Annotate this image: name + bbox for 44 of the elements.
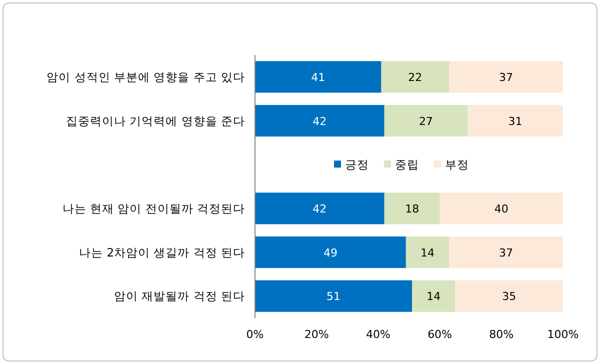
data-label: 31 bbox=[508, 114, 522, 128]
bar bbox=[255, 236, 406, 268]
legend-label: 긍정 bbox=[345, 158, 369, 172]
bar bbox=[255, 192, 384, 224]
bar bbox=[440, 192, 563, 224]
x-tick-label: 0% bbox=[246, 328, 264, 341]
data-label: 42 bbox=[312, 202, 327, 216]
data-label: 37 bbox=[499, 246, 514, 260]
data-label: 18 bbox=[405, 202, 420, 216]
data-label: 37 bbox=[499, 70, 514, 84]
data-label: 41 bbox=[311, 70, 326, 84]
bar bbox=[381, 61, 450, 93]
x-tick-label: 100% bbox=[547, 328, 579, 341]
y-tick-label: 나는 현재 암이 전이될까 걱정된다 bbox=[62, 201, 245, 216]
bar bbox=[412, 280, 456, 312]
data-label: 40 bbox=[494, 202, 508, 216]
bar bbox=[255, 61, 382, 93]
bar bbox=[468, 104, 563, 137]
bar bbox=[255, 280, 412, 312]
data-label: 27 bbox=[418, 114, 433, 128]
x-tick-label: 60% bbox=[428, 328, 452, 341]
bar bbox=[384, 104, 468, 137]
y-tick-label: 나는 2차암이 생길까 걱정 된다 bbox=[79, 245, 245, 260]
x-tick-label: 80% bbox=[489, 328, 514, 341]
bar bbox=[384, 192, 440, 224]
bar bbox=[449, 61, 563, 93]
data-label: 14 bbox=[426, 290, 441, 304]
bar bbox=[455, 280, 563, 312]
y-tick-label: 암이 재발될까 걱정 된다 bbox=[114, 289, 245, 304]
x-tick-label: 20% bbox=[304, 328, 329, 341]
data-label: 14 bbox=[420, 246, 434, 260]
y-tick-label: 집중력이나 기억력에 영향을 준다 bbox=[66, 114, 245, 128]
bar bbox=[449, 236, 563, 268]
data-label: 35 bbox=[502, 290, 516, 304]
data-label: 51 bbox=[326, 290, 341, 304]
data-label: 22 bbox=[408, 70, 422, 84]
bar bbox=[406, 236, 450, 268]
y-tick-label: 암이 성적인 부분에 영향을 주고 있다 bbox=[46, 70, 245, 84]
legend-label: 부정 bbox=[445, 158, 469, 172]
data-label: 49 bbox=[323, 246, 338, 260]
legend-label: 중립 bbox=[395, 158, 419, 172]
data-label: 42 bbox=[312, 114, 327, 128]
bar bbox=[255, 104, 384, 137]
x-tick-label: 40% bbox=[366, 328, 390, 341]
